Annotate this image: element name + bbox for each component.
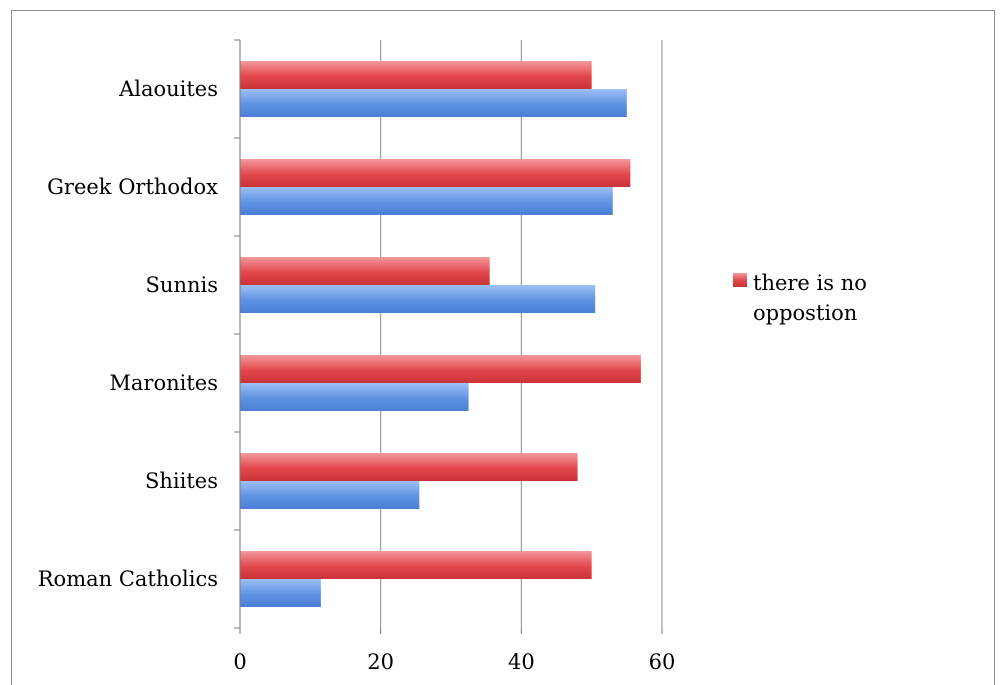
category-label: Alaouites [118, 77, 218, 101]
axes [234, 39, 663, 634]
bar-red-greek-orthodox [240, 159, 631, 187]
legend-label-line1: there is no [753, 271, 867, 295]
x-tick-label: 40 [508, 650, 535, 674]
bars [240, 61, 641, 607]
bar-red-maronites [240, 355, 641, 383]
category-label: Maronites [109, 371, 218, 395]
x-tick-label: 60 [649, 650, 676, 674]
bar-red-shiites [240, 453, 578, 481]
x-tick-label: 0 [233, 650, 246, 674]
bar-blue-alaouites [240, 89, 627, 117]
legend: there is no oppostion [733, 271, 867, 325]
bar-blue-maronites [240, 383, 469, 411]
category-label: Roman Catholics [38, 567, 218, 591]
bar-blue-roman-catholics [240, 579, 321, 607]
legend-swatch [733, 273, 747, 287]
legend-label-line2: oppostion [753, 301, 857, 325]
bar-blue-sunnis [240, 285, 596, 313]
x-tick-label: 20 [367, 650, 394, 674]
bar-blue-shiites [240, 481, 420, 509]
bar-red-alaouites [240, 61, 592, 89]
bar-red-roman-catholics [240, 551, 592, 579]
category-labels: Roman Catholics Shiites Maronites Sunnis Gre… [38, 77, 218, 591]
bar-red-sunnis [240, 257, 490, 285]
category-label: Shiites [145, 469, 218, 493]
x-tick-labels: 0 20 40 60 [233, 650, 675, 674]
category-label: Greek Orthodox [47, 175, 218, 199]
gridlines [380, 40, 663, 628]
bar-blue-greek-orthodox [240, 187, 613, 215]
category-label: Sunnis [146, 273, 218, 297]
